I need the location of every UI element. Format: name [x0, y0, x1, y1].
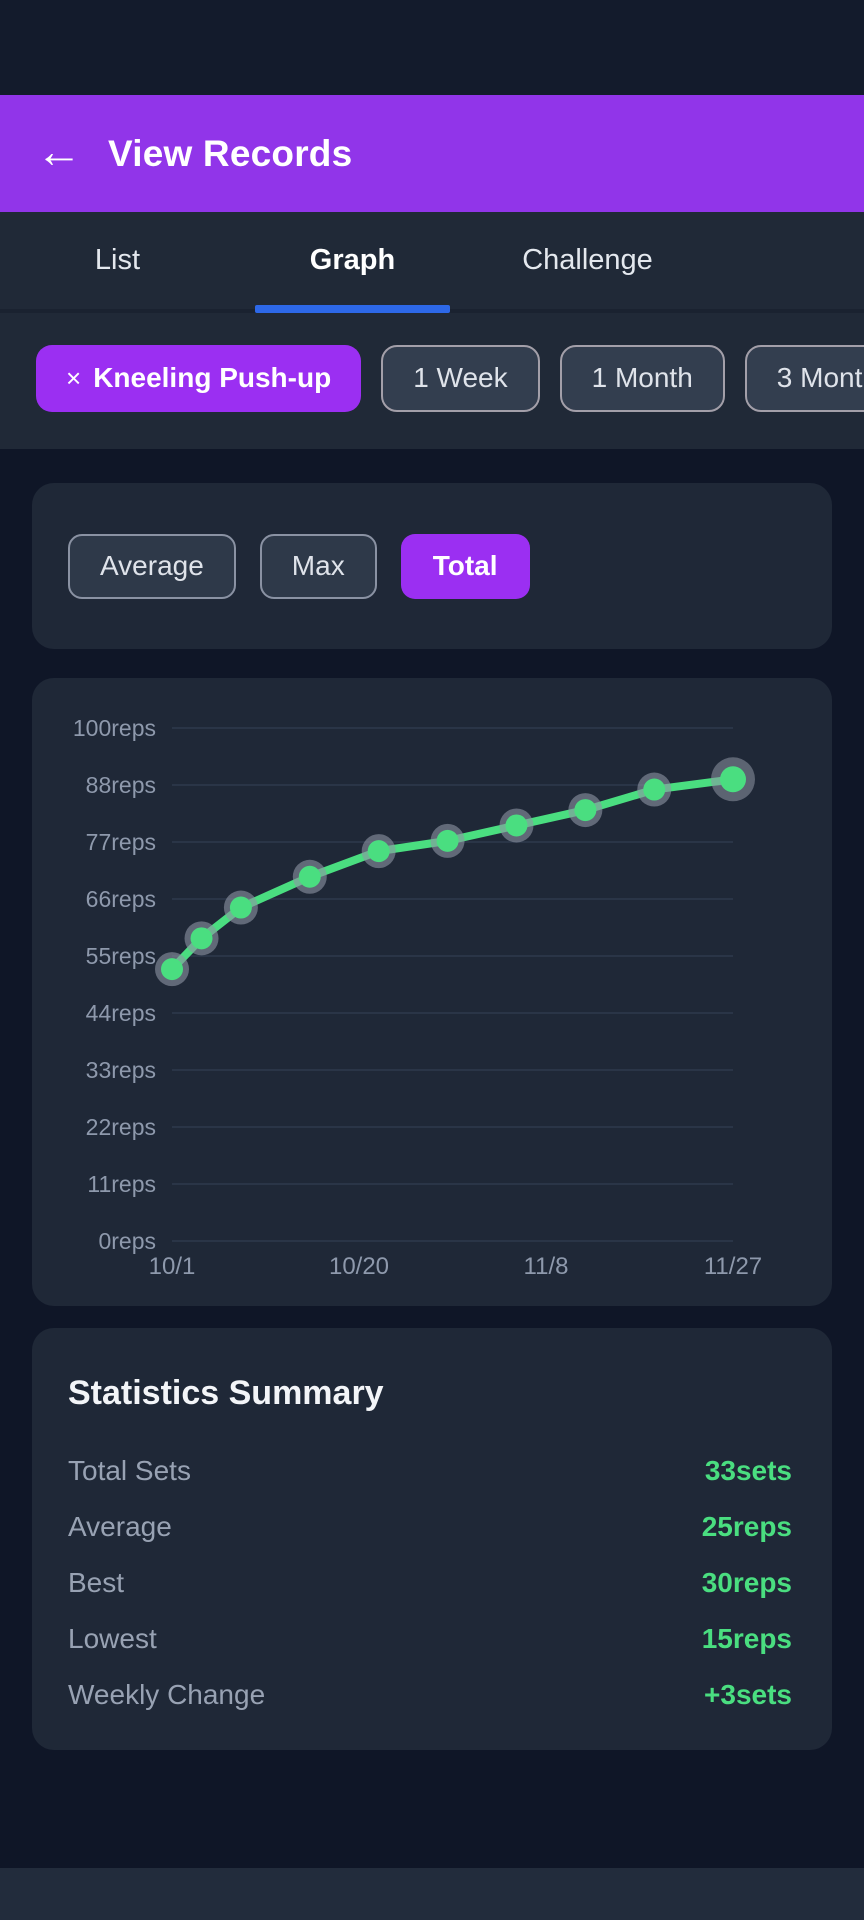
back-arrow-icon[interactable]: ←	[36, 124, 82, 177]
statistics-summary-card: Statistics Summary Total Sets 33sets Ave…	[32, 1328, 832, 1750]
metric-button-max[interactable]: Max	[259, 533, 377, 599]
tab-list[interactable]: List	[94, 244, 141, 276]
stats-row-average: Average 25reps	[68, 1511, 792, 1542]
app-header: ← View Records	[0, 95, 864, 212]
stats-row-lowest: Lowest 15reps	[68, 1623, 792, 1654]
chip-label: 3 Months	[776, 362, 864, 393]
status-bar	[0, 0, 864, 95]
statistics-summary-title: Statistics Summary	[68, 1374, 384, 1412]
page-title: View Records	[108, 132, 353, 174]
metric-button-total[interactable]: Total	[400, 533, 530, 599]
svg-text:22reps: 22reps	[86, 1114, 156, 1140]
svg-text:11/27: 11/27	[704, 1253, 762, 1280]
chip-label: Kneeling Push-up	[93, 362, 332, 393]
chip-exercise-kneeling-push-up[interactable]: × Kneeling Push-up	[36, 344, 362, 412]
svg-text:33reps: 33reps	[86, 1057, 156, 1083]
filter-chip-row: × Kneeling Push-up 1 Week 1 Month 3 Mont…	[0, 313, 864, 449]
stats-row-total-sets: Total Sets 33sets	[68, 1455, 792, 1486]
chip-label: 1 Week	[413, 362, 508, 393]
bottom-nav-bar	[0, 1868, 864, 1920]
svg-text:10/20: 10/20	[329, 1253, 389, 1280]
chip-period-1-week[interactable]: 1 Week	[381, 344, 540, 412]
svg-text:44reps: 44reps	[86, 1000, 156, 1026]
svg-text:88reps: 88reps	[86, 772, 156, 798]
svg-text:10/1: 10/1	[149, 1253, 196, 1280]
svg-text:11reps: 11reps	[87, 1171, 156, 1197]
metric-button-average[interactable]: Average	[68, 533, 236, 599]
chip-period-1-month[interactable]: 1 Month	[559, 344, 725, 412]
svg-text:100reps: 100reps	[73, 715, 156, 741]
line-chart: 100reps 88reps 77reps 66reps 55reps 44reps 33r…	[73, 715, 762, 1280]
svg-text:66reps: 66reps	[86, 886, 156, 912]
svg-text:11/8: 11/8	[524, 1253, 569, 1280]
stats-row-weekly-change: Weekly Change +3sets	[68, 1679, 792, 1710]
chip-period-3-months[interactable]: 3 Months	[744, 344, 864, 412]
metric-toggle-card: Average Max Total	[32, 483, 832, 649]
tab-active-underline	[254, 305, 451, 313]
tab-challenge[interactable]: Challenge	[522, 244, 653, 276]
remove-filter-icon[interactable]: ×	[66, 362, 82, 393]
stats-row-best: Best 30reps	[68, 1567, 792, 1598]
reps-line-chart-card: 100reps 88reps 77reps 66reps 55reps 44reps 33r…	[32, 678, 832, 1306]
svg-text:55reps: 55reps	[86, 943, 156, 969]
scroll-content: Average Max Total 100reps 88reps 77reps 66r…	[0, 449, 864, 1868]
tab-bar: List Graph Challenge	[0, 212, 864, 313]
tab-graph[interactable]: Graph	[235, 212, 470, 313]
chip-label: 1 Month	[591, 362, 693, 393]
svg-text:77reps: 77reps	[86, 829, 156, 855]
svg-text:0reps: 0reps	[98, 1228, 156, 1254]
